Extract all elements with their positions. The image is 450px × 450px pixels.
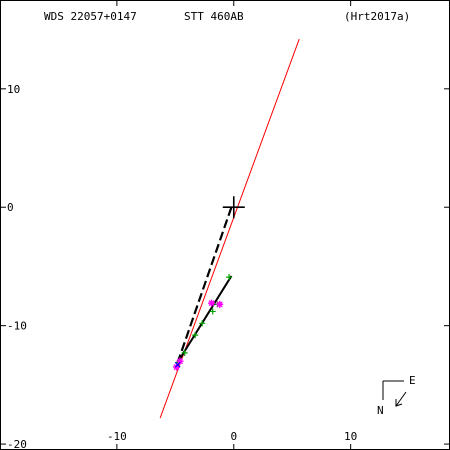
compass-arrow-shaft	[395, 391, 407, 407]
magenta-star-point	[172, 363, 180, 371]
magenta-star-point	[208, 299, 216, 307]
compass-east-label: E	[409, 374, 416, 387]
green-plus-point	[226, 274, 233, 281]
y-tick-label: -10	[7, 320, 27, 333]
header-reference-label: (Hrt2017a)	[344, 10, 410, 23]
green-plus-point	[209, 308, 216, 315]
data-points	[172, 274, 233, 371]
magenta-star-point	[176, 357, 184, 365]
x-tick-label: 0	[230, 430, 237, 443]
blue-cross-point	[174, 361, 181, 368]
green-plus-point	[199, 320, 206, 327]
compass-arrow-head	[395, 399, 403, 407]
primary-star-marker	[222, 196, 245, 219]
x-tick-label: -10	[107, 430, 127, 443]
primary-cross	[222, 196, 245, 219]
tick-labels: -10 0 10 10 0 -10 -20	[7, 83, 357, 450]
compass: E N	[377, 374, 416, 417]
y-tick-label: 10	[7, 83, 20, 96]
header-pair-label: STT 460AB	[184, 10, 244, 23]
header-wds-label: WDS 22057+0147	[44, 10, 137, 23]
compass-north-label: N	[377, 404, 384, 417]
y-tick-label: 0	[7, 201, 14, 214]
solid-orbit-track	[176, 275, 233, 363]
orbit-lines	[159, 38, 300, 419]
dashed-orbit-track	[175, 206, 233, 367]
y-tick-label: -20	[7, 438, 27, 450]
green-plus-point	[192, 332, 199, 339]
x-tick-label: 10	[344, 430, 357, 443]
green-plus-point	[181, 349, 188, 356]
magenta-star-point	[216, 300, 224, 308]
